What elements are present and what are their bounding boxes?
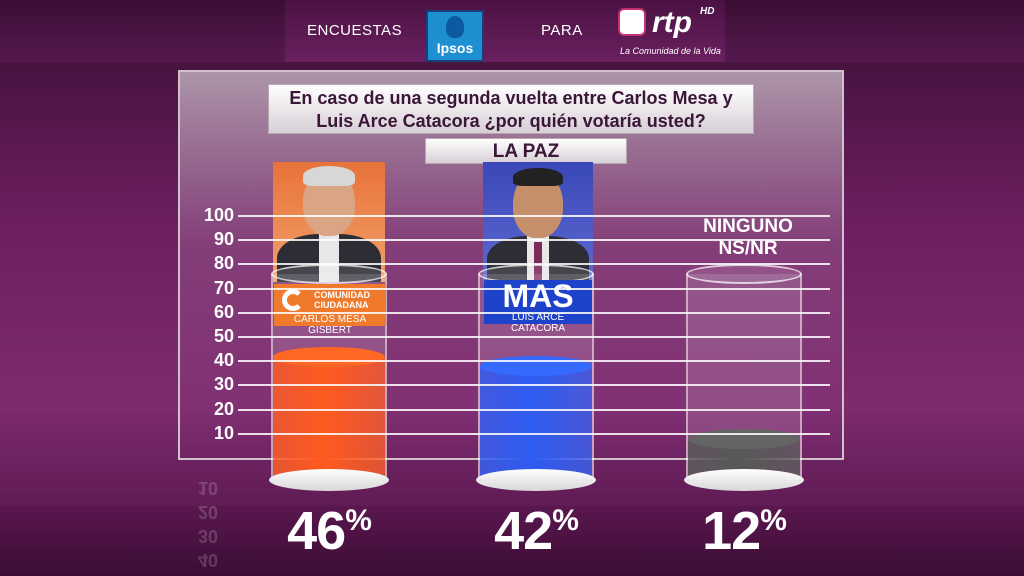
y-tick-label: 90 bbox=[213, 229, 234, 250]
bar-base bbox=[476, 469, 596, 491]
ninguno-label: NINGUNO NS/NR bbox=[690, 216, 806, 260]
data-label-value: 42 bbox=[494, 501, 553, 561]
cc-logo-icon bbox=[282, 289, 304, 311]
reflection-tick: 30 bbox=[198, 526, 219, 546]
gridline bbox=[238, 311, 830, 314]
y-tick-label: 80 bbox=[213, 253, 234, 274]
data-label-suffix: % bbox=[760, 504, 787, 537]
ipsos-logo: Ipsos bbox=[426, 10, 484, 62]
y-tick-label: 70 bbox=[213, 277, 234, 298]
rtp-logo-icon bbox=[618, 8, 646, 36]
party-name-line-2: CIUDADANA bbox=[314, 300, 369, 310]
ninguno-line-1: NINGUNO bbox=[703, 216, 793, 237]
rtp-logo-text: rtp bbox=[652, 6, 692, 39]
data-label-value: 46 bbox=[287, 501, 346, 561]
ipsos-face-icon bbox=[446, 16, 464, 38]
bar-fill-top bbox=[273, 346, 385, 367]
y-tick-label: 40 bbox=[213, 350, 234, 371]
data-label-luis-arce: 42% bbox=[456, 500, 616, 562]
bar-glass-top bbox=[686, 264, 802, 284]
question-line-1: En caso de una segunda vuelta entre Carl… bbox=[289, 88, 733, 108]
bar-fill bbox=[273, 356, 385, 480]
bar-ninguno bbox=[684, 0, 804, 491]
data-label-suffix: % bbox=[552, 504, 579, 537]
gridline bbox=[238, 360, 830, 363]
question-line-2: Luis Arce Catacora ¿por quién votaría us… bbox=[316, 111, 706, 131]
y-tick-label: 50 bbox=[213, 326, 234, 346]
y-tick-label: 20 bbox=[213, 398, 234, 419]
top-band bbox=[285, 0, 725, 62]
axis-reflection: 40 30 20 10 bbox=[198, 476, 218, 572]
ninguno-line-2: NS/NR bbox=[718, 238, 778, 259]
gridline bbox=[238, 215, 830, 217]
header-para: PARA bbox=[541, 22, 583, 39]
data-label-ninguno: 12% bbox=[664, 500, 824, 562]
reflection-tick: 20 bbox=[198, 502, 219, 522]
bar-glass-top bbox=[271, 264, 387, 284]
reflection-tick: 40 bbox=[198, 550, 219, 570]
rtp-tagline: La Comunidad de la Vida bbox=[620, 46, 721, 56]
party-name-line-1: COMUNIDAD bbox=[314, 290, 370, 300]
data-label-carlos-mesa: 46% bbox=[249, 500, 409, 562]
photo-carlos-mesa bbox=[273, 162, 385, 282]
gridline bbox=[238, 432, 830, 435]
bar-base bbox=[269, 469, 389, 491]
party-name: MAS bbox=[502, 278, 574, 314]
y-tick-label: 30 bbox=[213, 374, 234, 395]
gridline bbox=[238, 384, 830, 387]
gridline bbox=[238, 239, 830, 242]
candidate-name: CARLOS MESA GISBERT bbox=[293, 314, 367, 336]
candidate-name: LUIS ARCE CATACORA bbox=[510, 312, 566, 334]
gridline bbox=[238, 408, 830, 411]
question-box: En caso de una segunda vuelta entre Carl… bbox=[268, 84, 754, 134]
reflection-tick: 10 bbox=[198, 478, 219, 498]
gridline bbox=[238, 263, 830, 266]
party-logo-mas: MAS LUIS ARCE CATACORA bbox=[484, 278, 592, 334]
bar-base bbox=[684, 469, 804, 491]
bottom-band bbox=[0, 506, 1024, 576]
data-label-suffix: % bbox=[345, 504, 372, 537]
y-tick-label: 60 bbox=[213, 301, 234, 322]
header-encuestas: ENCUESTAS bbox=[307, 22, 403, 39]
y-tick-label: 100 bbox=[203, 205, 234, 225]
bar-fill bbox=[480, 366, 592, 480]
y-tick-label: 10 bbox=[213, 422, 234, 443]
gridline bbox=[238, 287, 830, 290]
party-logo-comunidad-ciudadana: COMUNIDAD CIUDADANA CARLOS MESA GISBERT bbox=[274, 284, 386, 336]
ipsos-logo-label: Ipsos bbox=[436, 40, 474, 56]
gridline bbox=[238, 336, 830, 338]
rtp-hd-badge: HD bbox=[700, 6, 715, 17]
data-label-value: 12 bbox=[702, 501, 761, 561]
